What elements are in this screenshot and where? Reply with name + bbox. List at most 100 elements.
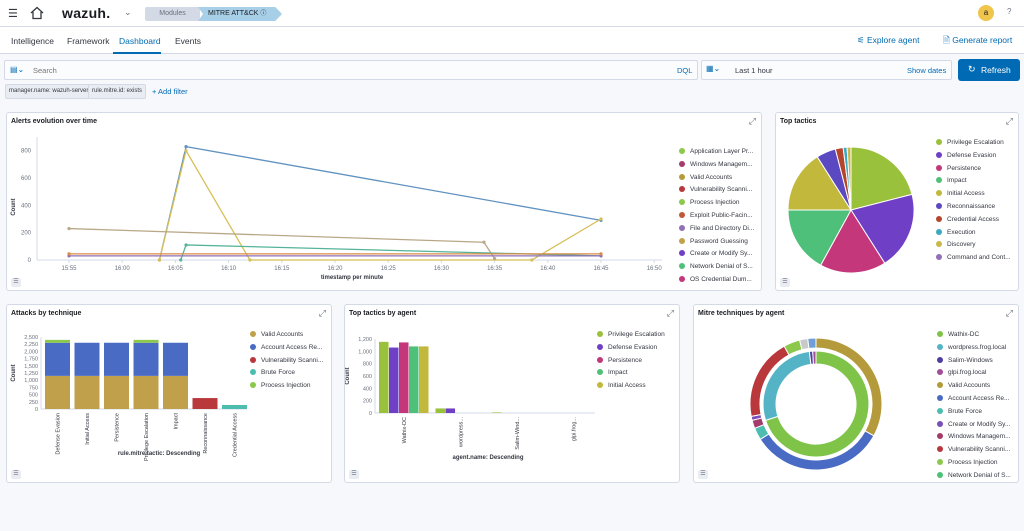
y-tick-label: 0 bbox=[35, 407, 38, 413]
legend-item[interactable]: Password Guessing bbox=[679, 237, 748, 245]
time-range-label[interactable]: Last 1 hour bbox=[735, 66, 773, 75]
legend-item[interactable]: Brute Force bbox=[937, 407, 982, 415]
legend-item[interactable]: Account Access Re... bbox=[937, 395, 1009, 402]
legend-item[interactable]: wordpress.frog.local bbox=[937, 343, 1006, 351]
legend-item[interactable]: glpi.frog.local bbox=[937, 369, 986, 376]
top-tactics-panel: Top tactics ⤢ Privilege Escalation Defens… bbox=[775, 112, 1019, 291]
legend-item[interactable]: Valid Accounts bbox=[250, 331, 303, 338]
legend-item[interactable]: Vulnerability Scanni... bbox=[250, 356, 323, 364]
show-dates-button[interactable]: Show dates bbox=[907, 66, 947, 75]
query-language-button[interactable]: DQL bbox=[677, 66, 693, 75]
legend-item[interactable]: Credential Access bbox=[936, 215, 999, 223]
info-icon[interactable]: ⓘ bbox=[260, 11, 267, 17]
expand-icon[interactable]: ⤢ bbox=[318, 308, 326, 318]
calendar-icon[interactable]: ▦⌄ bbox=[706, 64, 721, 73]
legend-item[interactable]: Vulnerability Scanni... bbox=[937, 446, 1010, 453]
legend-item[interactable]: Valid Accounts bbox=[937, 382, 990, 389]
legend-item[interactable]: Create or Modify Sy... bbox=[937, 420, 1010, 428]
legend-item[interactable]: Persistence bbox=[936, 164, 981, 172]
explore-agent-button[interactable]: ⚟ Explore agent bbox=[857, 35, 919, 46]
legend-item[interactable]: Initial Access bbox=[597, 382, 646, 389]
tab-framework[interactable]: Framework bbox=[67, 36, 110, 46]
home-icon[interactable] bbox=[30, 6, 44, 20]
filter-pill-manager[interactable]: manager.name: wazuh-server bbox=[5, 84, 93, 99]
list-icon[interactable]: ☰ bbox=[698, 470, 708, 479]
list-icon[interactable]: ☰ bbox=[11, 470, 21, 479]
legend-dot bbox=[936, 241, 942, 248]
search-input[interactable] bbox=[33, 63, 633, 77]
tab-dashboard[interactable]: Dashboard bbox=[119, 36, 161, 46]
legend-item[interactable]: Reconnaissance bbox=[936, 203, 995, 210]
panel-title: Alerts evolution over time bbox=[11, 118, 97, 125]
legend-item[interactable]: Network Denial of S... bbox=[679, 263, 753, 270]
legend-dot bbox=[936, 177, 942, 184]
legend-label: Impact bbox=[608, 369, 628, 377]
x-tick-label: 16:50 bbox=[647, 266, 663, 272]
legend-item[interactable]: Salim-Windows bbox=[937, 356, 993, 364]
wazuh-logo[interactable]: wazuh. bbox=[62, 5, 111, 21]
expand-icon[interactable]: ⤢ bbox=[748, 116, 756, 126]
legend-item[interactable]: Privilege Escalation bbox=[597, 331, 665, 338]
legend-item[interactable]: Persistence bbox=[597, 356, 642, 364]
y-tick-label: 600 bbox=[363, 374, 372, 380]
panel-title: Attacks by technique bbox=[11, 310, 82, 317]
y-tick-label: 0 bbox=[28, 258, 32, 264]
breadcrumb-modules[interactable]: Modules bbox=[145, 7, 200, 21]
legend-item[interactable]: Privilege Escalation bbox=[936, 139, 1004, 146]
tab-events[interactable]: Events bbox=[175, 36, 201, 46]
legend-item[interactable]: Initial Access bbox=[936, 190, 985, 197]
legend-item[interactable]: Defense Evasion bbox=[597, 343, 657, 351]
filter-pill-mitre[interactable]: rule.mitre.id: exists bbox=[88, 84, 147, 99]
refresh-icon: ↻ bbox=[968, 64, 976, 74]
legend-item[interactable]: Process Injection bbox=[679, 199, 740, 206]
legend-item[interactable]: Create or Modify Sy... bbox=[679, 250, 752, 257]
data-point bbox=[184, 243, 188, 247]
legend-item[interactable]: Impact bbox=[936, 177, 967, 184]
avatar[interactable]: a bbox=[978, 5, 994, 21]
saved-query-icon[interactable]: ▤⌄ bbox=[10, 65, 25, 74]
legend-item[interactable]: Process Injection bbox=[250, 382, 311, 389]
refresh-button[interactable]: ↻ Refresh bbox=[958, 59, 1020, 81]
legend-item[interactable]: Wathix-DC bbox=[937, 331, 979, 338]
legend-item[interactable]: Brute Force bbox=[250, 369, 295, 376]
legend-dot bbox=[937, 343, 943, 350]
legend-item[interactable]: File and Directory Di... bbox=[679, 224, 754, 232]
legend-item[interactable]: Command and Cont... bbox=[936, 254, 1011, 261]
expand-icon[interactable]: ⤢ bbox=[1005, 308, 1013, 318]
legend-item[interactable]: Application Layer Pr... bbox=[679, 148, 753, 155]
legend-item[interactable]: Execution bbox=[936, 228, 976, 236]
list-icon[interactable]: ☰ bbox=[349, 470, 359, 479]
legend-item[interactable]: Defense Evasion bbox=[936, 151, 996, 159]
legend-item[interactable]: Account Access Re... bbox=[250, 343, 322, 351]
data-point bbox=[493, 257, 497, 261]
legend-item[interactable]: Vulnerability Scanni... bbox=[679, 186, 752, 193]
data-point bbox=[530, 258, 534, 262]
x-tick-label: Defense Evasion bbox=[56, 413, 62, 455]
legend-item[interactable]: Windows Managem... bbox=[937, 433, 1011, 440]
tab-intelligence[interactable]: Intelligence bbox=[11, 36, 55, 46]
y-tick-label: 1,000 bbox=[24, 378, 38, 384]
legend-item[interactable]: OS Credential Dum... bbox=[679, 276, 752, 283]
legend-item[interactable]: Impact bbox=[597, 369, 628, 376]
list-icon[interactable]: ☰ bbox=[780, 278, 790, 287]
expand-icon[interactable]: ⤢ bbox=[666, 308, 674, 318]
menu-icon[interactable]: ☰ bbox=[8, 8, 18, 20]
chevron-down-icon[interactable]: ⌄ bbox=[124, 7, 132, 17]
add-filter-button[interactable]: + Add filter bbox=[152, 87, 188, 96]
legend-item[interactable]: Windows Managem... bbox=[679, 160, 753, 168]
legend-label: Salim-Windows bbox=[948, 356, 993, 364]
legend-dot bbox=[250, 356, 256, 363]
breadcrumb-mitre: MITRE ATT&CK ⓘ bbox=[198, 7, 282, 21]
legend-item[interactable]: Valid Accounts bbox=[679, 173, 732, 181]
list-icon[interactable]: ☰ bbox=[11, 278, 21, 287]
legend-item[interactable]: Process Injection bbox=[937, 459, 998, 466]
help-icon[interactable]: ? bbox=[1007, 7, 1012, 16]
legend-dot bbox=[597, 331, 603, 337]
legend-dot bbox=[936, 190, 942, 197]
legend-item[interactable]: Network Denial of S... bbox=[937, 471, 1011, 479]
y-tick-label: 250 bbox=[29, 400, 38, 406]
generate-report-button[interactable]: 🗎 Generate report bbox=[943, 35, 1012, 49]
expand-icon[interactable]: ⤢ bbox=[1005, 116, 1013, 126]
legend-item[interactable]: Discovery bbox=[936, 241, 976, 248]
legend-item[interactable]: Exploit Public-Facin... bbox=[679, 212, 753, 219]
